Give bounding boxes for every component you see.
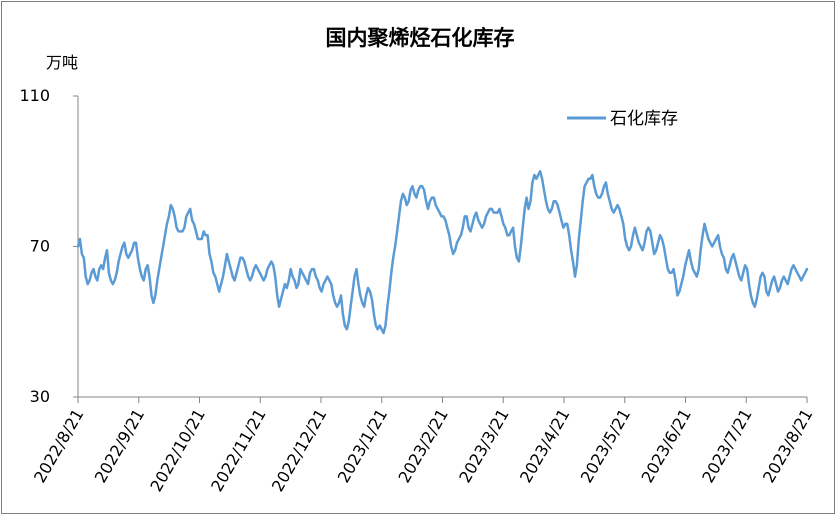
x-tick-label: 2022/9/21 (91, 406, 148, 487)
x-tick-label: 2023/6/21 (637, 406, 694, 487)
x-tick-label: 2023/4/21 (516, 406, 573, 487)
x-tick-label: 2023/3/21 (455, 406, 512, 487)
x-tick-label: 2023/2/21 (394, 406, 451, 487)
x-tick-label: 2022/8/21 (30, 406, 87, 487)
y-axis: 30 70 110 (19, 86, 79, 406)
chart-title: 国内聚烯烃石化库存 (326, 26, 515, 50)
y-tick-label: 70 (30, 237, 50, 256)
x-tick-label: 2022/12/21 (268, 406, 331, 495)
x-tick-label: 2022/11/21 (207, 406, 270, 495)
plot-area (76, 170, 809, 335)
y-axis-unit-label: 万吨 (46, 53, 78, 72)
y-tick-label: 30 (30, 387, 50, 406)
y-tick-label: 110 (19, 86, 50, 105)
legend-label-series-1: 石化库存 (610, 109, 678, 129)
series-line-shihua-kucun (76, 170, 809, 335)
x-tick-label: 2023/7/21 (698, 406, 755, 487)
legend: 石化库存 (567, 109, 678, 129)
x-tick-label: 2023/5/21 (577, 406, 634, 487)
x-tick-label: 2023/1/21 (334, 406, 391, 487)
x-tick-label: 2022/10/21 (146, 406, 209, 495)
x-axis: 2022/8/21 2022/9/212022/10/212022/11/2120… (30, 396, 816, 495)
x-tick-label: 2023/8/21 (759, 406, 816, 487)
